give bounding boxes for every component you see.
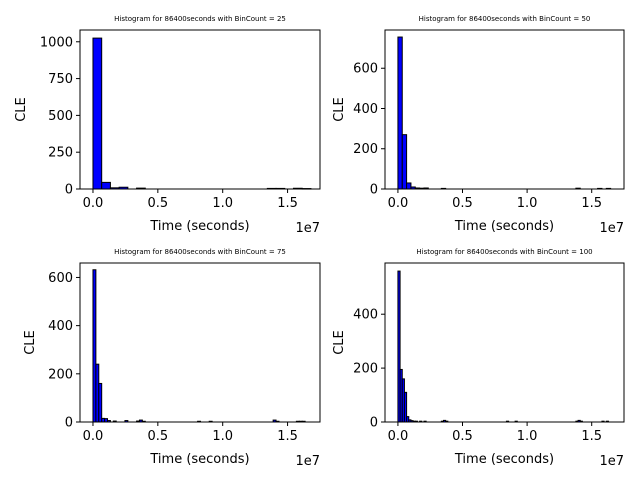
histogram-bar — [98, 382, 103, 423]
x-tick-label: 1.5 — [581, 429, 602, 444]
x-tick-label: 0.5 — [147, 196, 168, 211]
x-axis-offset-label: 1e7 — [599, 454, 624, 469]
histogram-panel-4: 0.0 0.5 1.0 1.5 0 200 400 Histogram for 86400se… — [332, 248, 625, 469]
x-axis-offset-label: 1e7 — [599, 221, 624, 236]
y-tick-label: 0 — [370, 416, 378, 431]
y-tick-label: 200 — [48, 367, 73, 382]
x-tick-label: 0.0 — [388, 429, 409, 444]
chart-title: Histogram for 86400seconds with BinCount… — [114, 248, 286, 256]
chart-title: Histogram for 86400seconds with BinCount… — [419, 15, 591, 23]
y-tick-label: 200 — [353, 362, 378, 377]
x-tick-label: 0.5 — [452, 429, 473, 444]
histogram-bar — [397, 36, 403, 190]
x-tick-label: 1.5 — [581, 196, 602, 211]
axes-frame — [79, 29, 321, 190]
y-axis-label: CLE — [23, 330, 38, 355]
x-tick-label: 1.0 — [212, 196, 233, 211]
y-tick-label: 400 — [353, 102, 378, 117]
y-tick-label: 1000 — [40, 35, 73, 50]
x-tick-label: 1.0 — [212, 429, 233, 444]
histogram-bar — [401, 134, 408, 190]
x-tick-label: 1.5 — [277, 429, 298, 444]
chart-title: Histogram for 86400seconds with BinCount… — [114, 15, 286, 23]
y-tick-label: 400 — [48, 319, 73, 334]
y-tick-label: 500 — [48, 109, 73, 124]
axes-frame — [79, 262, 321, 423]
x-tick-label: 0.5 — [147, 429, 168, 444]
y-tick-label: 600 — [48, 271, 73, 286]
axes-frame — [384, 262, 625, 423]
y-tick-label: 0 — [65, 183, 73, 198]
histogram-panel-3: 0.0 0.5 1.0 1.5 0 200 400 600 Histogram for 8640… — [23, 248, 321, 469]
y-tick-label: 400 — [353, 308, 378, 323]
chart-title: Histogram for 86400seconds with BinCount… — [416, 248, 592, 256]
x-axis-offset-label: 1e7 — [295, 454, 320, 469]
y-tick-label: 600 — [353, 62, 378, 77]
y-tick-label: 750 — [48, 72, 73, 87]
x-tick-label: 1.0 — [517, 196, 538, 211]
histogram-bar — [406, 182, 412, 190]
y-tick-label: 200 — [353, 142, 378, 157]
y-tick-label: 250 — [48, 146, 73, 161]
x-axis-label: Time (seconds) — [149, 452, 249, 467]
x-tick-label: 0.5 — [452, 196, 473, 211]
histogram-bar — [101, 181, 111, 190]
x-axis-label: Time (seconds) — [454, 219, 554, 234]
y-axis-label: CLE — [332, 97, 347, 122]
x-axis-offset-label: 1e7 — [295, 221, 320, 236]
x-tick-label: 0.0 — [83, 196, 104, 211]
histogram-bar — [92, 37, 103, 190]
histogram-panel-2: 0.0 0.5 1.0 1.5 0 200 400 600 Histogram for 8640… — [332, 15, 625, 236]
x-tick-label: 0.0 — [83, 429, 104, 444]
x-tick-label: 1.5 — [277, 196, 298, 211]
y-tick-label: 0 — [65, 416, 73, 431]
x-axis-label: Time (seconds) — [149, 219, 249, 234]
y-axis-label: CLE — [14, 97, 29, 122]
x-tick-label: 1.0 — [517, 429, 538, 444]
y-tick-label: 0 — [370, 183, 378, 198]
x-tick-label: 0.0 — [388, 196, 409, 211]
axes-frame — [384, 29, 625, 190]
x-axis-label: Time (seconds) — [454, 452, 554, 467]
y-axis-label: CLE — [332, 330, 347, 355]
histogram-panel-1: 0.0 0.5 1.0 1.5 0 250 500 750 1000 Histogram for … — [14, 15, 321, 236]
